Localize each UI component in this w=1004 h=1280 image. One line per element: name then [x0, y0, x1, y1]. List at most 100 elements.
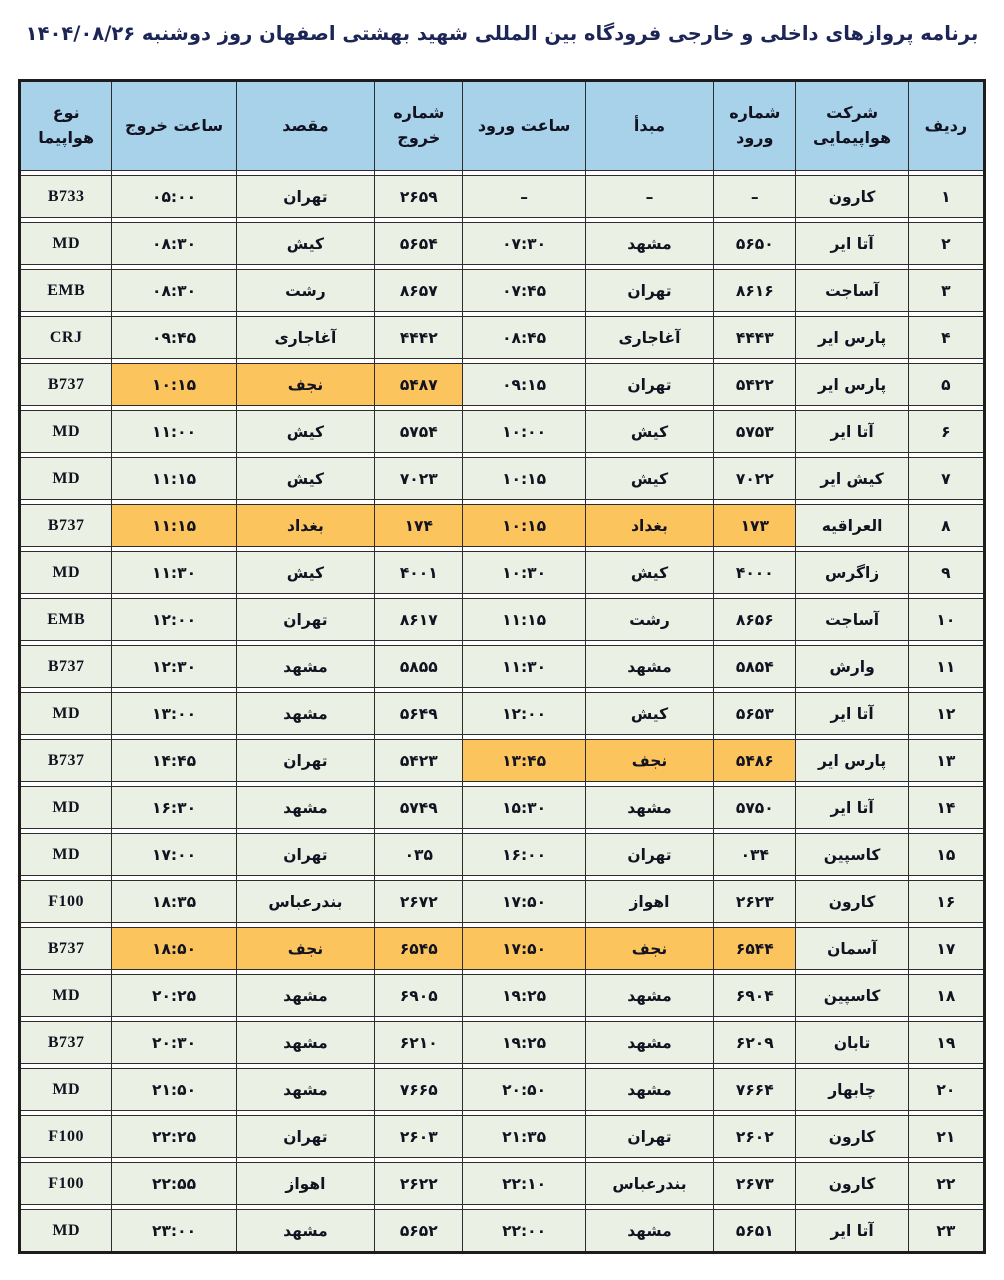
- cell-origin: بندرعباس: [584, 1162, 715, 1205]
- cell-radif: ۷: [907, 457, 986, 500]
- row-gap: [18, 1204, 986, 1210]
- cell-dep_time: ۱۱:۳۰: [111, 551, 237, 594]
- row-gap: [18, 875, 986, 881]
- cell-dest: مشهد: [235, 692, 376, 735]
- cell-arr_no: ۱۷۳: [713, 504, 797, 547]
- cell-airline: زاگرس: [795, 551, 909, 594]
- cell-arr_no: ۵۸۵۴: [713, 645, 797, 688]
- cell-radif: ۴: [907, 316, 986, 359]
- cell-radif: ۲: [907, 222, 986, 265]
- cell-arr_no: ۵۷۵۰: [713, 786, 797, 829]
- cell-radif: ۵: [907, 363, 986, 406]
- cell-airline: کاسپین: [795, 974, 909, 1017]
- cell-dest: تهران: [235, 175, 376, 218]
- cell-arr_time: ۱۶:۰۰: [462, 833, 586, 876]
- cell-arr_time: ۰۷:۴۵: [462, 269, 586, 312]
- cell-origin: نجف: [584, 927, 715, 970]
- cell-aircraft: B737: [18, 363, 113, 406]
- cell-airline: آتا ایر: [795, 222, 909, 265]
- cell-radif: ۸: [907, 504, 986, 547]
- cell-dep_time: ۲۰:۳۰: [111, 1021, 237, 1064]
- cell-dep_no: ۸۶۱۷: [374, 598, 464, 641]
- cell-airline: پارس ایر: [795, 739, 909, 782]
- cell-dest: رشت: [235, 269, 376, 312]
- cell-aircraft: F100: [18, 880, 113, 923]
- cell-arr_time: ۱۲:۰۰: [462, 692, 586, 735]
- cell-aircraft: MD: [18, 974, 113, 1017]
- cell-arr_no: ۵۴۲۲: [713, 363, 797, 406]
- flight-schedule-table: ردیف شرکت هواپیمایی شماره ورود مبدأ ساعت ورو…: [18, 79, 986, 1254]
- cell-dest: مشهد: [235, 786, 376, 829]
- cell-origin: مشهد: [584, 1068, 715, 1111]
- table-row: ۱۴ آتا ایر ۵۷۵۰ مشهد ۱۵:۳۰ ۵۷۴۹ مشهد ۱۶:۳۰ MD: [18, 786, 986, 829]
- cell-origin: کیش: [584, 410, 715, 453]
- cell-aircraft: EMB: [18, 269, 113, 312]
- row-gap: [18, 1016, 986, 1022]
- cell-dep_time: ۰۸:۳۰: [111, 269, 237, 312]
- table-row: ۲۰ چابهار ۷۶۶۴ مشهد ۲۰:۵۰ ۷۶۶۵ مشهد ۲۱:۵۰ MD: [18, 1068, 986, 1111]
- cell-radif: ۱۲: [907, 692, 986, 735]
- cell-radif: ۱۷: [907, 927, 986, 970]
- cell-arr_time: ۱۵:۳۰: [462, 786, 586, 829]
- cell-dep_time: ۱۲:۳۰: [111, 645, 237, 688]
- cell-dep_no: ۵۷۵۴: [374, 410, 464, 453]
- cell-dest: نجف: [235, 927, 376, 970]
- row-gap: [18, 217, 986, 223]
- cell-arr_no: ۴۰۰۰: [713, 551, 797, 594]
- cell-origin: نجف: [584, 739, 715, 782]
- cell-arr_no: ۲۶۷۳: [713, 1162, 797, 1205]
- col-header-dep_no: شماره خروج: [374, 80, 464, 171]
- cell-dest: تهران: [235, 1115, 376, 1158]
- cell-arr_time: ۰۷:۳۰: [462, 222, 586, 265]
- cell-arr_time: ۱۳:۴۵: [462, 739, 586, 782]
- cell-origin: کیش: [584, 692, 715, 735]
- cell-arr_time: ۰۸:۴۵: [462, 316, 586, 359]
- cell-radif: ۱۳: [907, 739, 986, 782]
- cell-arr_time: ۱۹:۲۵: [462, 974, 586, 1017]
- cell-arr_no: ۵۶۵۱: [713, 1209, 797, 1253]
- cell-radif: ۳: [907, 269, 986, 312]
- cell-dest: مشهد: [235, 974, 376, 1017]
- cell-airline: تابان: [795, 1021, 909, 1064]
- cell-aircraft: MD: [18, 1209, 113, 1253]
- cell-arr_time: ۲۱:۳۵: [462, 1115, 586, 1158]
- table-row: ۱۸ کاسپین ۶۹۰۴ مشهد ۱۹:۲۵ ۶۹۰۵ مشهد ۲۰:۲۵ MD: [18, 974, 986, 1017]
- cell-dep_time: ۱۱:۰۰: [111, 410, 237, 453]
- cell-dep_no: ۷۶۶۵: [374, 1068, 464, 1111]
- table-row: ۱۰ آساجت ۸۶۵۶ رشت ۱۱:۱۵ ۸۶۱۷ تهران ۱۲:۰۰ EMB: [18, 598, 986, 641]
- header-row: ردیف شرکت هواپیمایی شماره ورود مبدأ ساعت ورو…: [18, 80, 986, 171]
- cell-dep_no: ۵۶۵۴: [374, 222, 464, 265]
- cell-dest: کیش: [235, 457, 376, 500]
- cell-radif: ۱۴: [907, 786, 986, 829]
- cell-arr_no: ۶۵۴۴: [713, 927, 797, 970]
- table-row: ۸ العراقیه ۱۷۳ بغداد ۱۰:۱۵ ۱۷۴ بغداد ۱۱:۱۵ B737: [18, 504, 986, 547]
- cell-dep_time: ۱۱:۱۵: [111, 504, 237, 547]
- cell-arr_time: ۱۰:۱۵: [462, 457, 586, 500]
- table-row: ۵ پارس ایر ۵۴۲۲ تهران ۰۹:۱۵ ۵۴۸۷ نجف ۱۰:۱۵ B737: [18, 363, 986, 406]
- col-header-dep_time: ساعت خروج: [111, 80, 237, 171]
- cell-dep_time: ۲۳:۰۰: [111, 1209, 237, 1253]
- cell-radif: ۲۳: [907, 1209, 986, 1253]
- cell-arr_time: ۱۰:۳۰: [462, 551, 586, 594]
- cell-arr_time: ۱۰:۰۰: [462, 410, 586, 453]
- cell-arr_no: ۵۷۵۳: [713, 410, 797, 453]
- cell-arr_no: ۶۹۰۴: [713, 974, 797, 1017]
- cell-dest: مشهد: [235, 645, 376, 688]
- row-gap: [18, 922, 986, 928]
- cell-aircraft: B737: [18, 645, 113, 688]
- cell-arr_no: –: [713, 175, 797, 218]
- cell-origin: آغاجاری: [584, 316, 715, 359]
- cell-dep_no: ۵۷۴۹: [374, 786, 464, 829]
- cell-dep_time: ۲۱:۵۰: [111, 1068, 237, 1111]
- cell-arr_no: ۶۲۰۹: [713, 1021, 797, 1064]
- cell-radif: ۶: [907, 410, 986, 453]
- cell-arr_no: ۸۶۱۶: [713, 269, 797, 312]
- cell-origin: اهواز: [584, 880, 715, 923]
- cell-origin: کیش: [584, 551, 715, 594]
- cell-dep_no: ۶۹۰۵: [374, 974, 464, 1017]
- cell-dest: مشهد: [235, 1021, 376, 1064]
- cell-origin: بغداد: [584, 504, 715, 547]
- cell-airline: آساجت: [795, 598, 909, 641]
- cell-aircraft: MD: [18, 786, 113, 829]
